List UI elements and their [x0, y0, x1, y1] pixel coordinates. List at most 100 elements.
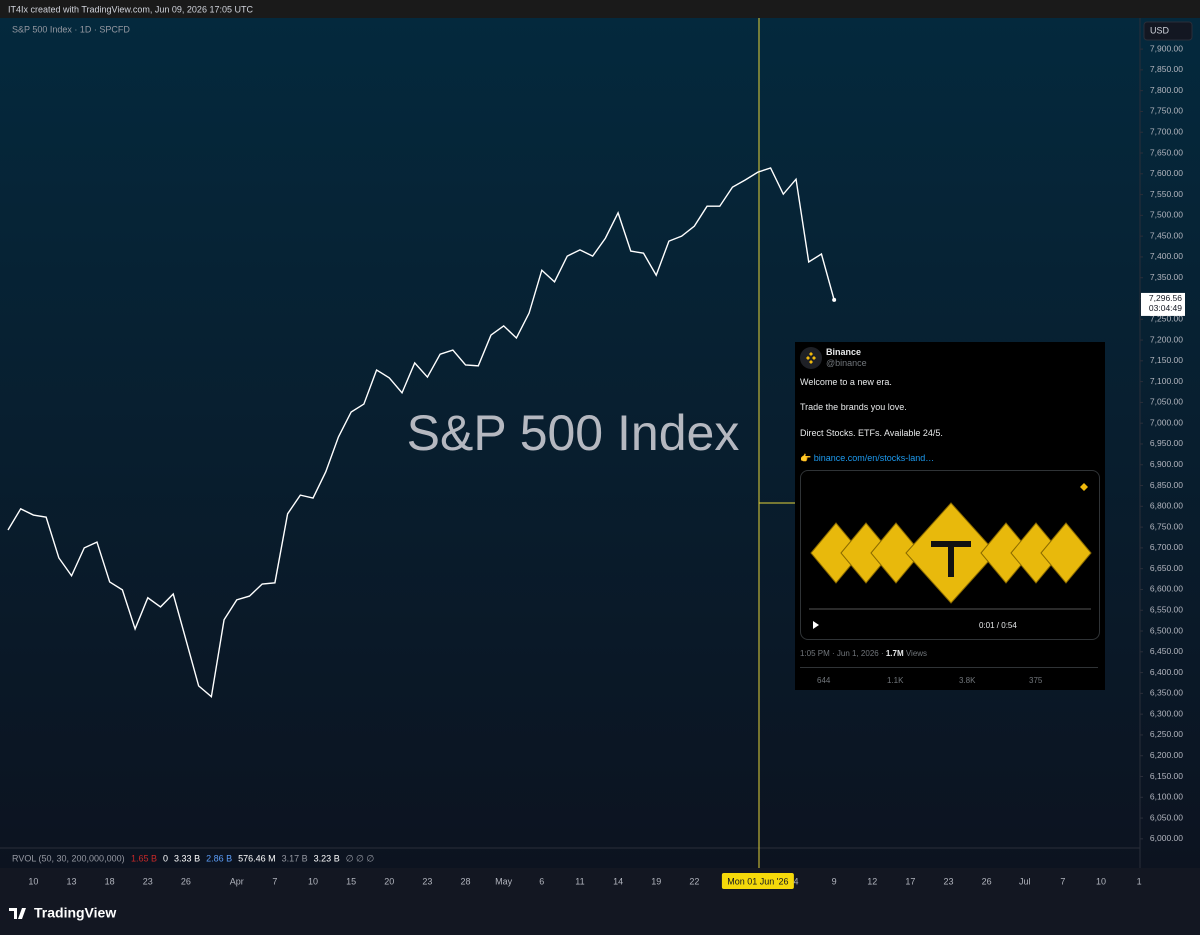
countdown: 03:04:49	[1149, 303, 1182, 313]
brand: TradingView	[34, 905, 116, 921]
indicator-value: 3.23 B	[314, 853, 340, 863]
x-tick-label: 1	[1137, 876, 1142, 886]
currency: USD	[1150, 25, 1170, 35]
y-tick-label: 6,700.00	[1150, 542, 1183, 552]
y-tick-label: 6,750.00	[1150, 521, 1183, 531]
tweet-line: Welcome to a new era.	[800, 377, 892, 387]
y-tick-label: 7,250.00	[1150, 314, 1183, 324]
likes[interactable]: 3.8K	[959, 676, 976, 685]
y-tick-label: 6,150.00	[1150, 771, 1183, 781]
y-tick-label: 7,350.00	[1150, 272, 1183, 282]
x-tick-label: 9	[832, 876, 837, 886]
x-tick-label: 10	[308, 876, 318, 886]
y-tick-label: 6,850.00	[1150, 480, 1183, 490]
x-tick-label: 15	[346, 876, 356, 886]
tweet-name: Binance	[826, 347, 862, 357]
emoji: 👉	[800, 453, 812, 463]
crosshair-label-bg	[721, 873, 794, 889]
tweet-handle: @binance	[826, 358, 867, 368]
y-tick-label: 6,200.00	[1150, 750, 1183, 760]
x-tick-label: 23	[143, 876, 153, 886]
last-point	[832, 297, 837, 302]
x-tick-label: 23	[944, 876, 954, 886]
x-tick-label: Jul	[1019, 876, 1031, 886]
y-tick-label: 6,000.00	[1150, 833, 1183, 843]
y-tick-label: 7,500.00	[1150, 210, 1183, 220]
y-tick-label: 7,000.00	[1150, 417, 1183, 427]
x-tick-label: 26	[982, 876, 992, 886]
indicator-value: 3.17 B	[282, 853, 308, 863]
views-label: Views	[903, 649, 928, 658]
y-tick-label: 6,050.00	[1150, 812, 1183, 822]
y-tick-label: 6,100.00	[1150, 792, 1183, 802]
y-tick-label: 7,100.00	[1150, 376, 1183, 386]
video-frame	[809, 483, 1092, 629]
indicator-value: 2.86 B	[206, 853, 232, 863]
indicator-value: 3.33 B	[174, 853, 200, 863]
x-tick-label: 17	[905, 876, 915, 886]
x-tick-label: 13	[67, 876, 77, 886]
y-tick-label: 7,700.00	[1150, 126, 1183, 136]
y-tick-label: 7,550.00	[1150, 189, 1183, 199]
y-tick-label: 6,950.00	[1150, 438, 1183, 448]
y-tick-label: 7,750.00	[1150, 106, 1183, 116]
x-tick-label: 12	[867, 876, 877, 886]
y-tick-label: 6,500.00	[1150, 625, 1183, 635]
y-tick-label: 7,900.00	[1150, 43, 1183, 53]
indicator-value: 1.65 B	[131, 853, 157, 863]
x-tick-label: 28	[461, 876, 471, 886]
y-tick-label: 7,850.00	[1150, 64, 1183, 74]
x-tick-label: 26	[181, 876, 191, 886]
header-bar	[0, 0, 1200, 18]
y-tick-label: 6,450.00	[1150, 646, 1183, 656]
x-tick-label: 20	[384, 876, 394, 886]
x-tick-label: 23	[422, 876, 432, 886]
x-tick-label: 7	[272, 876, 277, 886]
price-label-bg	[1141, 292, 1185, 316]
y-tick-label: 6,900.00	[1150, 459, 1183, 469]
header-text: IT4Ix created with TradingView.com, Jun …	[8, 4, 253, 14]
indicator-value: 0	[163, 853, 168, 863]
y-tick-label: 7,450.00	[1150, 230, 1183, 240]
tweet-views: 1.7M	[885, 649, 904, 658]
x-tick-label: 10	[28, 876, 38, 886]
bookmarks[interactable]: 375	[1029, 676, 1043, 685]
symbol: S&P 500 Index · 1D · SPCFD	[12, 24, 130, 34]
x-tick-label: 22	[689, 876, 699, 886]
y-tick-label: 6,400.00	[1150, 667, 1183, 677]
y-tick-label: 6,550.00	[1150, 604, 1183, 614]
indicator-name: RVOL (50, 30, 200,000,000)	[12, 853, 125, 863]
y-tick-label: 7,650.00	[1150, 147, 1183, 157]
indicator-value: ∅ ∅ ∅	[346, 853, 375, 863]
y-tick-label: 6,650.00	[1150, 563, 1183, 573]
indicator-value: 576.46 M	[238, 853, 276, 863]
video-time: 0:01 / 0:54	[979, 621, 1017, 630]
replies[interactable]: 644	[817, 676, 831, 685]
tweet-link[interactable]: binance.com/en/stocks-land…	[813, 453, 935, 463]
x-tick-label: 10	[1096, 876, 1106, 886]
currency-box	[1143, 21, 1193, 41]
y-tick-label: 6,800.00	[1150, 501, 1183, 511]
price-label: 7,296.56	[1149, 293, 1182, 303]
watermark: S&P 500 Index	[407, 405, 740, 461]
indicator-values: 1.65 B 0 3.33 B 2.86 B 576.46 M 3.17 B 3.23 B ∅…	[131, 853, 374, 863]
y-tick-label: 6,350.00	[1150, 688, 1183, 698]
footer-logo: TradingView	[9, 905, 116, 921]
x-tick-label: 6	[539, 876, 544, 886]
x-tick-label: 7	[1060, 876, 1065, 886]
tweet-line: Direct Stocks. ETFs. Available 24/5.	[800, 428, 943, 438]
x-axis-bar	[0, 868, 1200, 895]
tweet: Binance @binance Welcome to a new era. T…	[795, 342, 1105, 690]
avatar	[800, 347, 822, 369]
x-tick-label: 4	[794, 876, 799, 886]
y-tick-label: 6,300.00	[1150, 708, 1183, 718]
y-tick-label: 6,250.00	[1150, 729, 1183, 739]
price-line	[7, 167, 835, 699]
x-tick-label: 18	[105, 876, 115, 886]
y-tick-label: 7,200.00	[1150, 334, 1183, 344]
y-tick-label: 7,150.00	[1150, 355, 1183, 365]
reposts[interactable]: 1.1K	[887, 676, 904, 685]
video[interactable]: 0:01 / 0:54	[800, 470, 1100, 640]
x-tick-label: 14	[613, 876, 623, 886]
